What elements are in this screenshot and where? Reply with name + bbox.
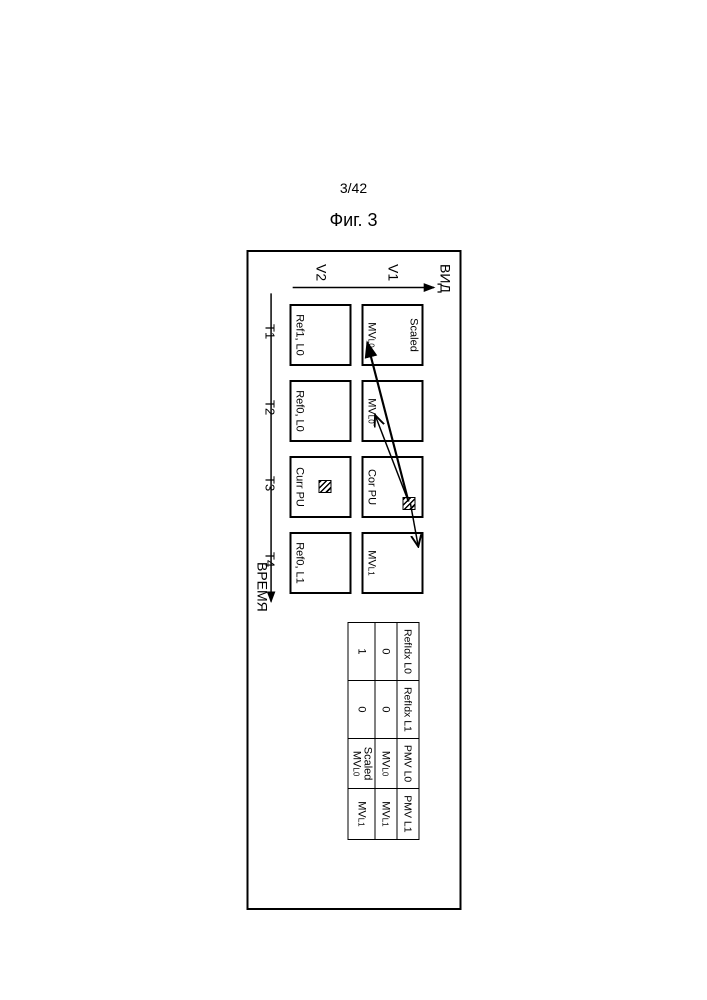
t2-label: T2 (262, 400, 277, 415)
figure-title: Фиг. 3 (329, 210, 377, 231)
t1-label: T1 (262, 324, 277, 339)
frame-v2-t1: Ref1, L0 (289, 304, 351, 366)
cor-pu-box (402, 497, 415, 510)
th-refidx-l0: RefIdx L0 (397, 623, 419, 681)
frame-v2-t1-bot: Ref1, L0 (293, 308, 305, 362)
refidx-table: RefIdx L0 RefIdx L1 PMV L0 PMV L1 0 0 MV… (347, 622, 419, 840)
frame-v1-t4: MVL1 (361, 532, 423, 594)
th-pmv-l0: PMV L0 (397, 738, 419, 788)
frame-v2-t2-bot: Ref0, L0 (293, 384, 305, 438)
frame-v2-t2: Ref0, L0 (289, 380, 351, 442)
cell: 0 (375, 680, 397, 738)
th-refidx-l1: RefIdx L1 (397, 680, 419, 738)
table-row: 0 0 MVL0 MVL1 (375, 623, 397, 840)
v2-label: V2 (313, 264, 329, 281)
frame-v1-t1-bot: MVL0 (365, 308, 377, 362)
t3-label: T3 (262, 476, 277, 491)
frame-v1-t2: MVL0 (361, 380, 423, 442)
page-number: 3/42 (340, 180, 367, 196)
frame-v1-t3-bot: Cor PU (365, 460, 377, 514)
cell: MVL1 (375, 789, 397, 839)
frame-v2-t3-bot: Curr PU (293, 460, 305, 514)
time-axis-label: ВРЕМЯ (254, 562, 270, 612)
frame-v2-t3: Curr PU (289, 456, 351, 518)
cell: ScaledMVL0 (348, 738, 375, 788)
frame-v1-t2-bot: MVL0 (365, 384, 377, 438)
cell: 0 (348, 680, 375, 738)
cell: 1 (348, 623, 375, 681)
t4-label: T4 (262, 552, 277, 567)
frame-v1-t1: Scaled MVL0 (361, 304, 423, 366)
view-axis-label: ВИД (437, 264, 453, 293)
table-row: 1 0 ScaledMVL0 MVL1 (348, 623, 375, 840)
cell: 0 (375, 623, 397, 681)
frame-v1-t1-top: Scaled (407, 308, 419, 362)
cell: MVL1 (348, 789, 375, 839)
rotated-stage: ВИД ВРЕМЯ V1 V2 T1 T2 T3 T4 Scaled MVL0 … (246, 250, 461, 910)
frame-v1-t4-bot: MVL1 (365, 536, 377, 590)
cell: MVL0 (375, 738, 397, 788)
curr-pu-box (318, 480, 331, 493)
v1-label: V1 (385, 264, 401, 281)
frame-v2-t4-bot: Ref0, L1 (293, 536, 305, 590)
frame-v1-t3: Cor PU (361, 456, 423, 518)
frame-v2-t4: Ref0, L1 (289, 532, 351, 594)
th-pmv-l1: PMV L1 (397, 789, 419, 839)
diagram-panel: ВИД ВРЕМЯ V1 V2 T1 T2 T3 T4 Scaled MVL0 … (246, 250, 461, 910)
